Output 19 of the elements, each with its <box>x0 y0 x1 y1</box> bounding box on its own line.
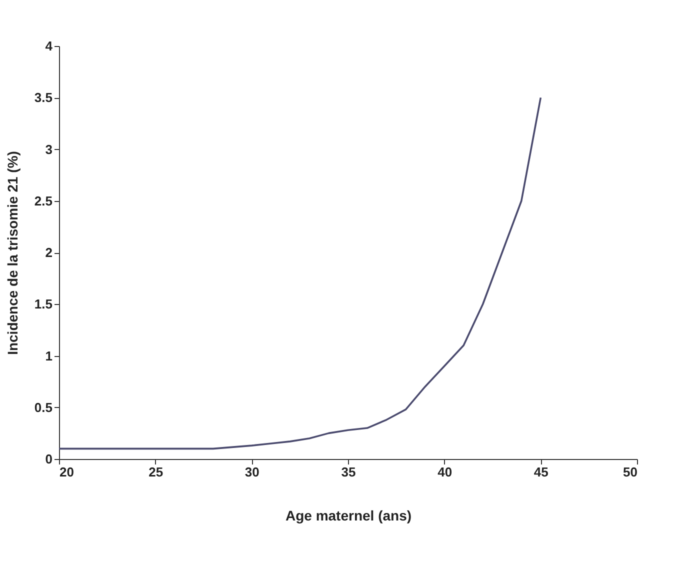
y-tick-label: 2.5 <box>34 193 52 208</box>
y-tick-label: 3.5 <box>34 90 52 106</box>
x-tick-label: 40 <box>438 464 452 480</box>
line-series <box>58 96 542 450</box>
x-axis-title: Age maternel (ans) <box>285 508 412 524</box>
x-tick-label: 30 <box>244 464 260 480</box>
y-axis-title: Incidence de la trisomie 21 (%) <box>4 151 20 355</box>
x-tick-label: 50 <box>623 464 638 480</box>
x-tick-label: 25 <box>148 464 164 480</box>
y-tick-label: 4 <box>45 38 54 54</box>
x-tick-label: 20 <box>60 464 74 480</box>
y-tick-label: 0 <box>45 452 52 466</box>
y-tick-label: 1.5 <box>34 296 52 312</box>
y-tick-label: 0.5 <box>34 400 52 415</box>
y-tick-label: 1 <box>45 348 52 364</box>
y-tick-label: 3 <box>45 142 52 157</box>
y-tick-label: 2 <box>45 245 52 260</box>
x-tick-label: 35 <box>341 464 356 480</box>
x-tick-label: 45 <box>534 464 548 480</box>
